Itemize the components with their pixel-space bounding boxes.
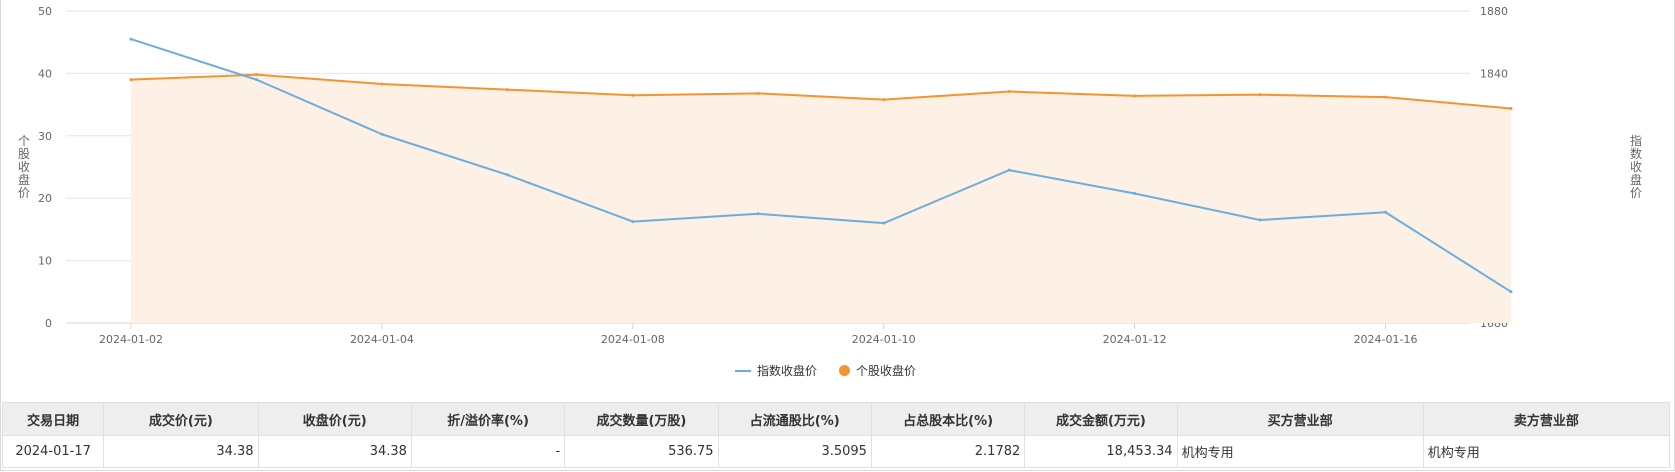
axis-title-char: 盘 (1630, 172, 1642, 187)
legend-stock-swatch (839, 365, 851, 376)
cell-total-ratio: 2.1782 (870, 435, 1026, 468)
stock-price-point (129, 78, 133, 82)
index-price-point (380, 132, 384, 136)
index-price-point (129, 37, 133, 41)
stock-price-point (1384, 95, 1388, 99)
index-price-point (1258, 218, 1262, 222)
table-header-row: 交易日期 成交价(元) 收盘价(元) 折/溢价率(%) 成交数量(万股) 占流通… (1, 402, 1671, 436)
y-left-tick-label: 20 (38, 192, 52, 205)
stock-price-point (1133, 94, 1137, 98)
cell-premium-rate: - (410, 435, 566, 468)
x-tick-label: 2024-01-08 (601, 333, 665, 346)
index-price-point (756, 212, 760, 216)
y-left-axis-title: 个股收盘价 (18, 134, 30, 200)
legend-item-stock[interactable]: 个股收盘价 (839, 362, 916, 379)
y-left-tick-label: 30 (38, 130, 52, 143)
stock-price-point (380, 82, 384, 86)
axis-title-char: 价 (18, 186, 30, 200)
axis-title-char: 盘 (18, 172, 30, 187)
stock-price-point (756, 91, 760, 95)
legend-index-swatch (735, 369, 751, 372)
cell-buyer: 机构专用 (1176, 435, 1424, 468)
index-price-point (631, 220, 635, 224)
y-right-tick-label: 1840 (1480, 67, 1508, 80)
axis-title-char: 收 (1630, 160, 1642, 174)
header-seller[interactable]: 卖方营业部 (1422, 402, 1671, 436)
y-left-tick-label: 10 (38, 255, 52, 268)
stock-price-point (1258, 93, 1262, 97)
header-trade-date[interactable]: 交易日期 (1, 402, 105, 436)
index-price-point (1133, 192, 1137, 196)
stock-price-line (130, 73, 1512, 110)
index-price-point (1509, 290, 1513, 294)
cell-trade-price: 34.38 (103, 435, 259, 468)
chart-legend: 指数收盘价 个股收盘价 (735, 362, 916, 379)
header-premium-rate[interactable]: 折/溢价率(%) (410, 402, 566, 436)
y-left-tick-label: 0 (45, 317, 52, 330)
cell-trade-date: 2024-01-17 (1, 435, 105, 468)
header-trade-price[interactable]: 成交价(元) (103, 402, 259, 436)
cell-seller: 机构专用 (1422, 435, 1671, 468)
index-price-point (254, 78, 258, 82)
y-right-tick-label: 1880 (1480, 5, 1508, 18)
dual-axis-line-chart: 01020304050168017201760180018401880个股收盘价… (18, 5, 1642, 346)
header-amount[interactable]: 成交金额(万元) (1024, 402, 1178, 436)
header-total-ratio[interactable]: 占总股本比(%) (870, 402, 1026, 436)
stock-price-point (505, 88, 509, 92)
axis-title-char: 价 (1630, 186, 1642, 200)
axis-title-char: 个 (18, 134, 30, 148)
x-tick-label: 2024-01-04 (350, 333, 414, 346)
table-row: 2024-01-17 34.38 34.38 - 536.75 3.5095 2… (1, 435, 1671, 468)
index-price-point (1007, 168, 1011, 172)
axis-title-char: 数 (1630, 146, 1642, 161)
stock-price-point (882, 98, 886, 102)
axis-title-char: 股 (18, 147, 30, 161)
header-volume[interactable]: 成交数量(万股) (564, 402, 719, 436)
x-tick-label: 2024-01-16 (1354, 333, 1418, 346)
header-float-ratio[interactable]: 占流通股比(%) (717, 402, 872, 436)
stock-price-point (254, 73, 258, 77)
index-price-line (130, 38, 1512, 293)
x-tick-label: 2024-01-12 (1103, 333, 1167, 346)
axis-title-char: 收 (18, 160, 30, 174)
x-tick-label: 2024-01-02 (99, 333, 163, 346)
header-buyer[interactable]: 买方营业部 (1176, 402, 1424, 436)
index-price-point (505, 173, 509, 177)
y-left-tick-label: 40 (38, 67, 52, 80)
header-close-price[interactable]: 收盘价(元) (257, 402, 412, 436)
y-right-axis-title: 指数收盘价 (1630, 133, 1642, 200)
cell-amount: 18,453.34 (1024, 435, 1178, 468)
x-tick-label: 2024-01-10 (852, 333, 916, 346)
legend-index-label: 指数收盘价 (757, 364, 818, 378)
index-price-point (1384, 210, 1388, 214)
axis-title-char: 指 (1630, 133, 1642, 148)
stock-price-area (131, 74, 1511, 323)
cell-close-price: 34.38 (257, 435, 412, 468)
cell-float-ratio: 3.5095 (717, 435, 872, 468)
index-price-point (882, 221, 886, 225)
legend-stock-label: 个股收盘价 (856, 364, 917, 378)
cell-volume: 536.75 (564, 435, 719, 468)
stock-price-point (631, 93, 635, 97)
stock-price-point (1509, 106, 1513, 110)
stock-price-point (1007, 89, 1011, 93)
y-left-tick-label: 50 (38, 5, 52, 18)
legend-item-index[interactable]: 指数收盘价 (735, 362, 817, 379)
block-trade-table: 交易日期 成交价(元) 收盘价(元) 折/溢价率(%) 成交数量(万股) 占流通… (1, 402, 1671, 468)
